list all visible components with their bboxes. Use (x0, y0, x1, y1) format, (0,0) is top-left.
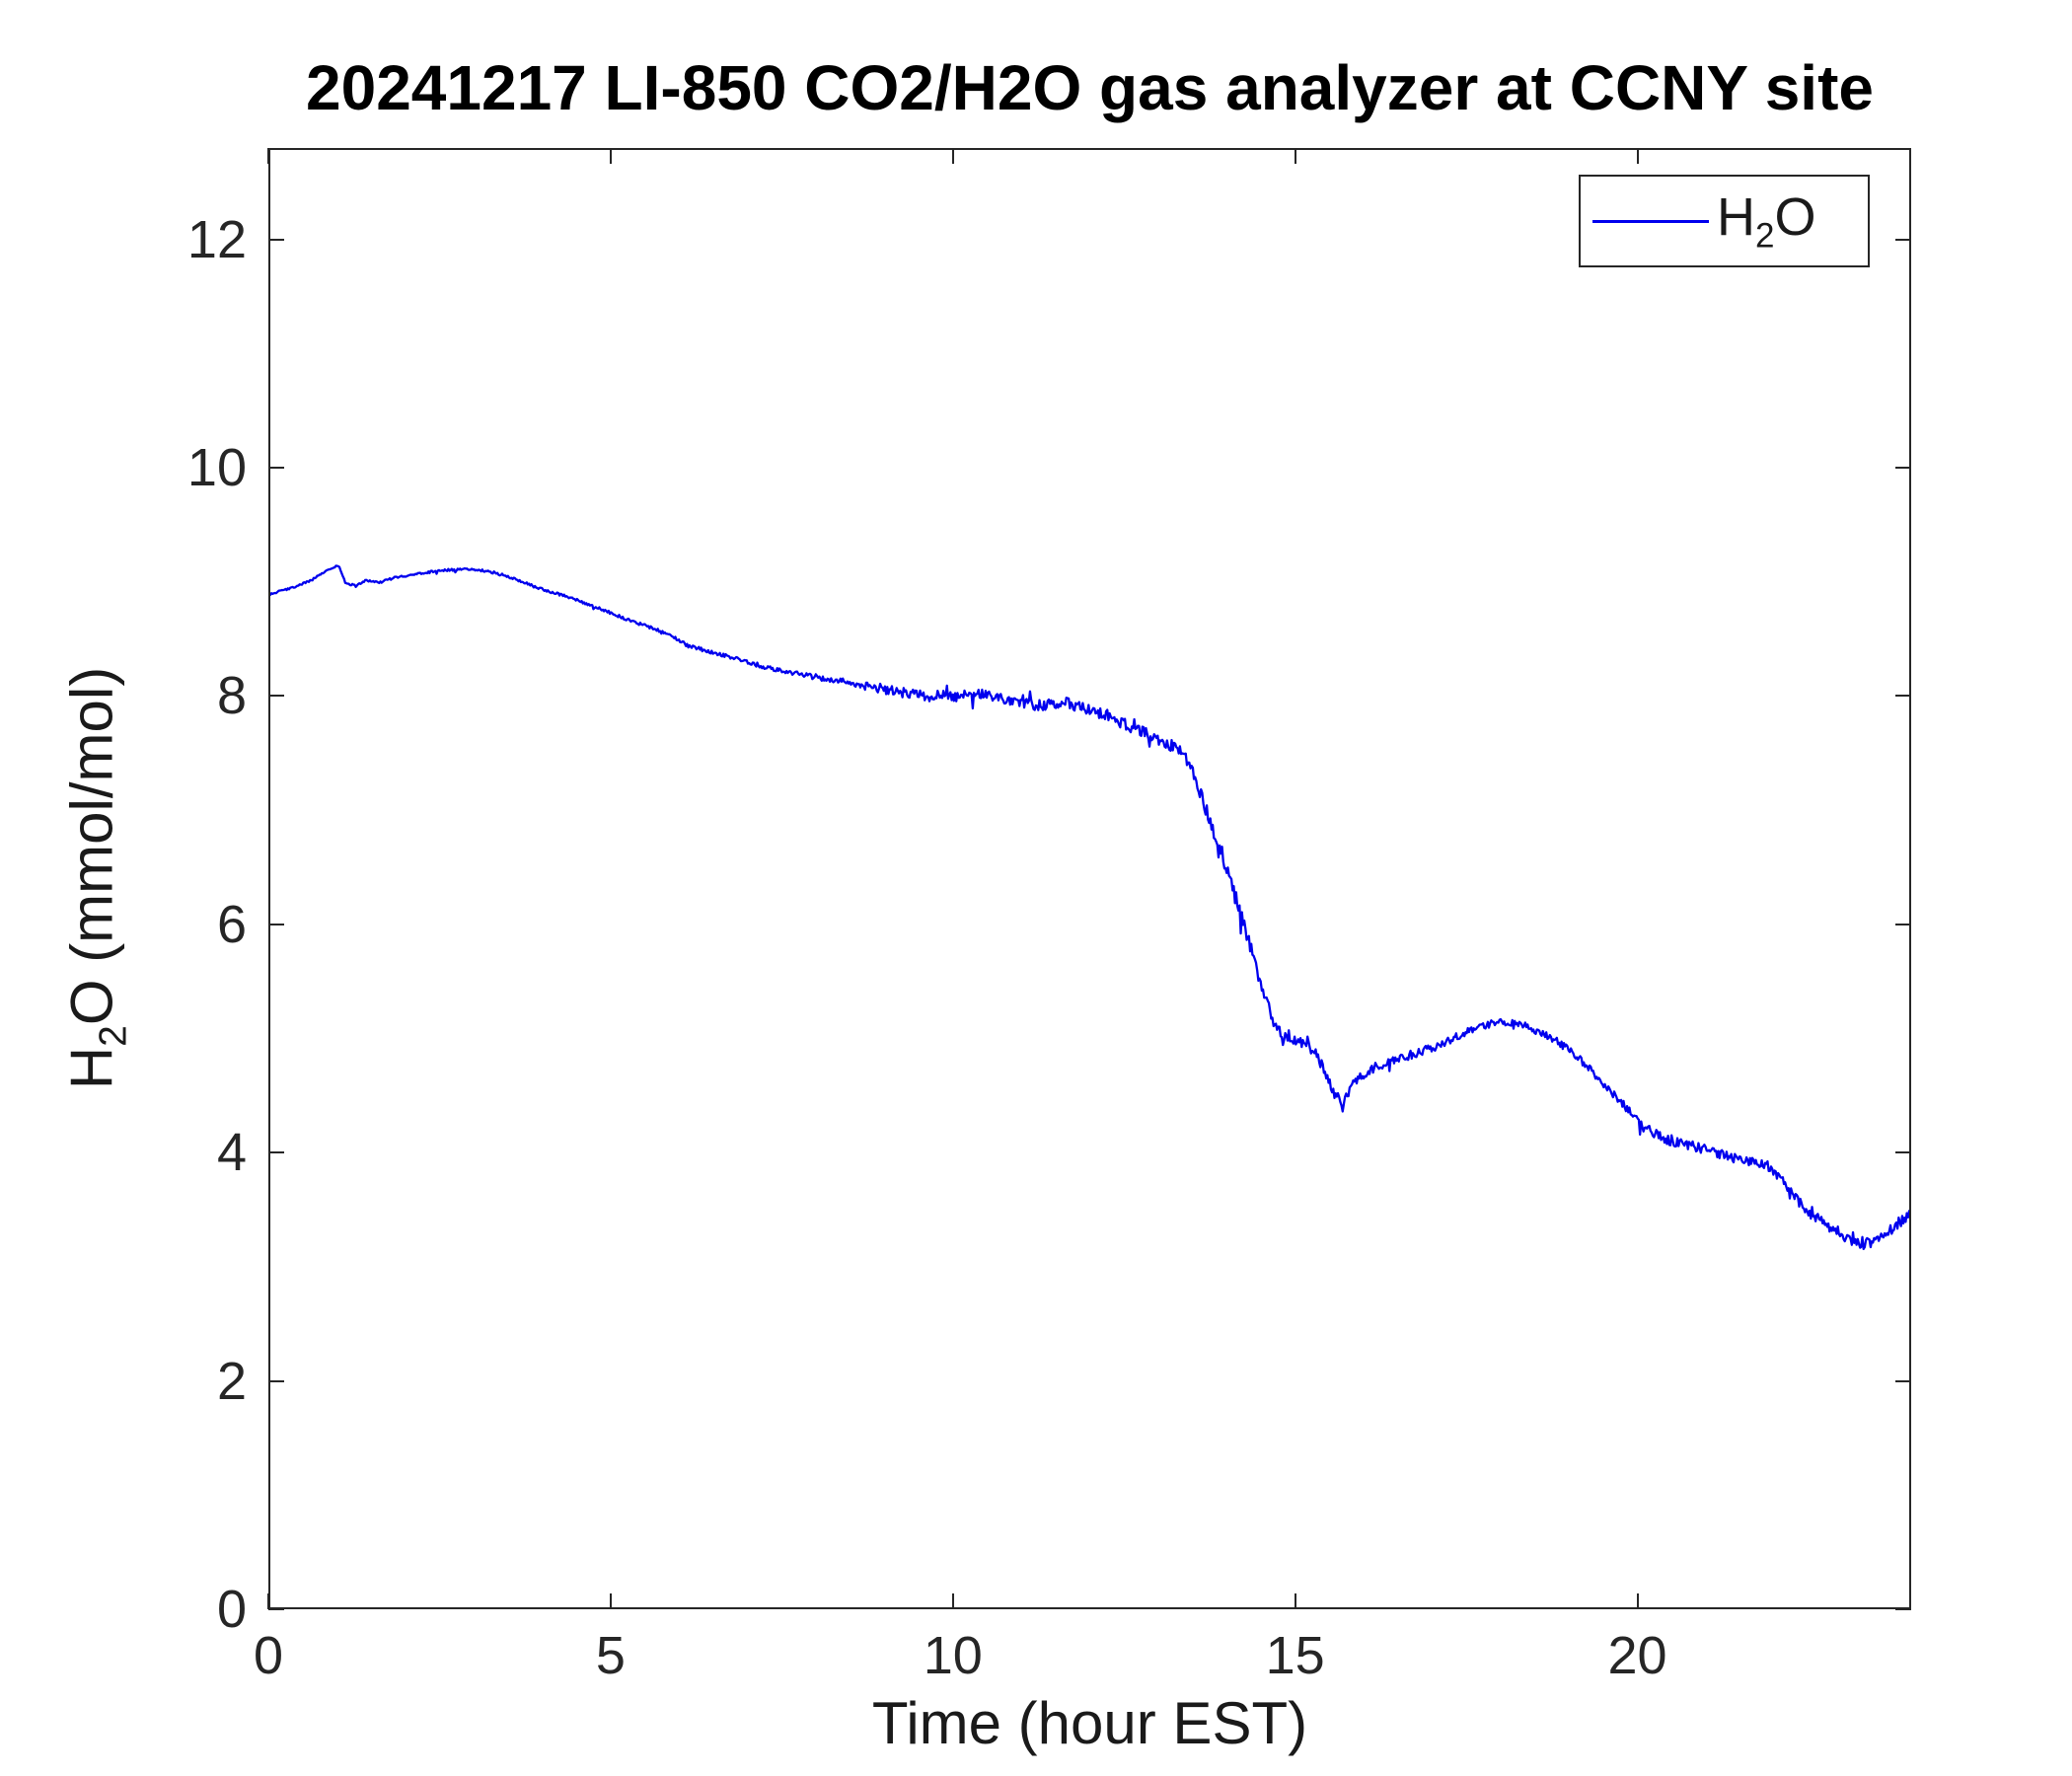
y-tick-mark (268, 695, 284, 698)
y-axis-label-sub: 2 (92, 1025, 135, 1047)
x-tick-mark (1636, 1593, 1639, 1609)
x-tick-mark (951, 1593, 954, 1609)
legend-label-pre: H (1717, 186, 1755, 247)
y-tick-mark-right (1895, 1608, 1911, 1610)
x-tick-mark-top (609, 148, 612, 164)
x-tick-mark (267, 1593, 269, 1609)
y-axis-label-pre: H (58, 1046, 125, 1090)
h2o-line (270, 564, 1909, 1251)
legend-line-sample (1592, 219, 1709, 223)
legend-label-post: O (1774, 186, 1816, 247)
y-axis-label: H2O (mmol/mol) (58, 667, 136, 1089)
y-tick-label: 2 (216, 1351, 247, 1411)
x-tick-label: 10 (923, 1626, 983, 1685)
y-tick-label: 0 (216, 1580, 247, 1639)
legend-label-sub: 2 (1755, 216, 1775, 256)
y-tick-mark (268, 1151, 284, 1154)
x-tick-mark (609, 1593, 612, 1609)
x-tick-mark-top (951, 148, 954, 164)
x-tick-label: 0 (253, 1626, 284, 1685)
y-tick-mark-right (1895, 1151, 1911, 1154)
x-tick-mark-top (267, 148, 269, 164)
x-tick-mark-top (1636, 148, 1639, 164)
data-line-canvas (270, 564, 1909, 1251)
x-tick-label: 20 (1607, 1626, 1667, 1685)
x-tick-mark-top (1294, 148, 1296, 164)
y-tick-mark-right (1895, 1379, 1911, 1382)
y-tick-mark-right (1895, 695, 1911, 698)
x-tick-label: 15 (1265, 1626, 1325, 1685)
x-tick-mark (1294, 1593, 1296, 1609)
y-tick-label: 4 (216, 1123, 247, 1183)
y-tick-mark (268, 238, 284, 241)
y-tick-label: 10 (186, 437, 247, 497)
y-tick-label: 6 (216, 894, 247, 954)
y-tick-mark-right (1895, 238, 1911, 241)
y-tick-label: 8 (216, 666, 247, 726)
x-tick-label: 5 (595, 1626, 626, 1685)
y-tick-mark (268, 466, 284, 469)
y-tick-mark (268, 923, 284, 925)
y-tick-mark (268, 1608, 284, 1610)
y-tick-label: 12 (186, 209, 247, 269)
legend-label: H2O (1717, 186, 1816, 256)
y-tick-mark-right (1895, 466, 1911, 469)
legend: H2O (1579, 175, 1870, 267)
chart-title: 20241217 LI-850 CO2/H2O gas analyzer at … (306, 52, 1874, 123)
y-tick-mark (268, 1379, 284, 1382)
y-tick-mark-right (1895, 923, 1911, 925)
x-axis-label: Time (hour EST) (871, 1690, 1308, 1756)
plot-area: H2O (268, 148, 1911, 1609)
